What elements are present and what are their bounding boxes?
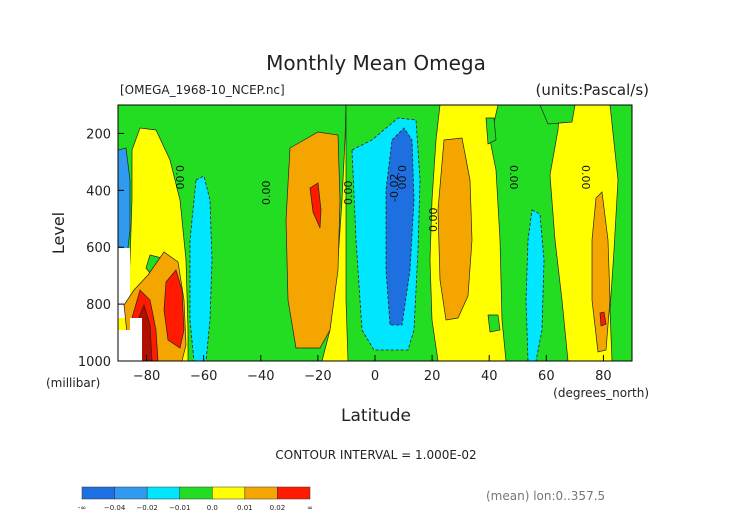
colorbar-label: −0.01 <box>169 504 190 512</box>
colorbar-swatch <box>146 486 180 500</box>
green-blob-north-east <box>539 105 576 125</box>
cyan-region-northern <box>525 209 545 361</box>
red-core-north-east <box>599 311 607 327</box>
x-tick-label: 20 <box>424 369 441 384</box>
contour-label: 0.00 <box>342 181 355 206</box>
green-blob-east-lower <box>487 314 501 333</box>
mean-longitude-text: (mean) lon:0..357.5 <box>486 489 605 503</box>
cyan-region-west <box>189 175 213 361</box>
chart-title: Monthly Mean Omega <box>266 51 486 75</box>
colorbar: -∞ −0.04 −0.02 −0.01 0.0 0.01 0.02 ∞ <box>78 486 313 512</box>
x-tick-label: 0 <box>371 369 379 384</box>
green-blob-east-upper <box>485 117 497 145</box>
x-tick-label: 80 <box>595 369 612 384</box>
contour-label: 0.00 <box>395 165 408 190</box>
blue-region-equator <box>385 127 415 326</box>
colorbar-swatch <box>212 486 246 500</box>
contour-label: 0.00 <box>173 165 186 190</box>
colorbar-label: −0.04 <box>104 504 126 512</box>
red-core-southern-mid <box>309 182 322 229</box>
contour-label: 0.00 <box>579 165 592 190</box>
orange-region-north-east <box>591 191 611 353</box>
contour-label: 0.00 <box>427 208 440 233</box>
colorbar-label: ∞ <box>307 504 313 512</box>
orange-region-southern-mid <box>285 131 341 349</box>
colorbar-swatch <box>277 486 311 500</box>
x-tick-label: −80 <box>133 369 160 384</box>
contour-label: 0.00 <box>260 181 273 206</box>
x-axis-units: (degrees_north) <box>553 386 649 400</box>
x-tick-label: 40 <box>481 369 498 384</box>
contour-label: 0.00 <box>507 165 520 190</box>
y-tick-label: 600 <box>86 241 111 256</box>
contour-labels: 0.00 0.00 0.00 0.00 -0.02 0.00 0.00 0.00 <box>173 165 592 232</box>
y-axis-units: (millibar) <box>46 376 100 390</box>
contour-label: -0.02 <box>388 174 401 202</box>
colorbar-label: 0.0 <box>207 504 218 512</box>
green-region-far-east <box>609 105 632 361</box>
x-axis: −80 −60 −40 −20 0 20 40 60 80 <box>133 355 612 384</box>
colorbar-swatch <box>179 486 213 500</box>
colorbar-swatch <box>244 486 278 500</box>
x-tick-label: −60 <box>190 369 217 384</box>
x-axis-label: Latitude <box>341 406 411 426</box>
colorbar-swatch <box>114 486 148 500</box>
y-tick-label: 400 <box>86 184 111 199</box>
x-tick-label: 60 <box>538 369 555 384</box>
contour-interval-text: CONTOUR INTERVAL = 1.000E-02 <box>275 448 476 462</box>
file-label: [OMEGA_1968-10_NCEP.nc] <box>120 83 285 97</box>
white-notch-west-lower <box>118 330 132 361</box>
x-tick-label: −20 <box>304 369 331 384</box>
red-region-west-upper <box>163 269 185 349</box>
y-axis: 200 400 600 800 1000 <box>78 127 124 370</box>
y-axis-label: Level <box>49 212 68 254</box>
units-label: (units:Pascal/s) <box>536 81 650 99</box>
y-tick-label: 800 <box>86 298 111 313</box>
y-tick-label: 200 <box>86 127 111 142</box>
colorbar-label: −0.02 <box>136 504 157 512</box>
blue-band-far-west <box>118 147 131 269</box>
colorbar-label: 0.02 <box>270 504 286 512</box>
plot-area <box>118 105 632 361</box>
x-tick-label: −40 <box>247 369 274 384</box>
orange-region-northern-mid <box>437 137 473 321</box>
white-notch-west <box>130 318 142 361</box>
colorbar-swatch <box>81 486 115 500</box>
colorbar-label: 0.01 <box>237 504 253 512</box>
y-tick-label: 1000 <box>78 355 111 370</box>
colorbar-label: -∞ <box>78 504 86 512</box>
